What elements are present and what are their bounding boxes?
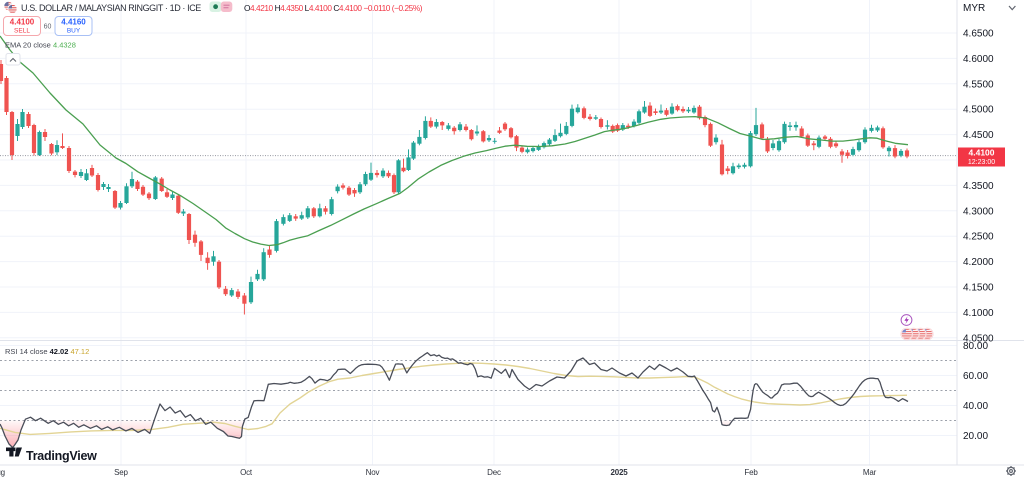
svg-text:4.1500: 4.1500 (963, 283, 994, 294)
svg-text:Nov: Nov (366, 468, 380, 477)
svg-text:4.4500: 4.4500 (963, 130, 994, 141)
svg-text:4.6500: 4.6500 (963, 29, 994, 40)
svg-text:2025: 2025 (611, 468, 629, 477)
svg-text:Mar: Mar (863, 468, 877, 477)
svg-text:4.2500: 4.2500 (963, 232, 994, 243)
svg-text:4.4100: 4.4100 (10, 18, 35, 27)
svg-text:4.5500: 4.5500 (963, 79, 994, 90)
svg-text:4.5000: 4.5000 (963, 105, 994, 116)
svg-text:Feb: Feb (744, 468, 758, 477)
svg-text:EMA 20 close 4.4328: EMA 20 close 4.4328 (5, 41, 76, 50)
svg-text:60.00: 60.00 (963, 371, 988, 382)
svg-text:4.6000: 4.6000 (963, 54, 994, 65)
svg-text:4.3000: 4.3000 (963, 206, 994, 217)
svg-text:4.0500: 4.0500 (963, 333, 994, 344)
svg-text:12:23:00: 12:23:00 (968, 159, 995, 166)
svg-text:Aug: Aug (0, 468, 5, 477)
svg-text:Dec: Dec (487, 468, 501, 477)
svg-text:4.2000: 4.2000 (963, 257, 994, 268)
svg-text:RSI 14 close 42.02 47.12: RSI 14 close 42.02 47.12 (5, 347, 89, 356)
svg-text:U.S. DOLLAR / MALAYSIAN RINGGI: U.S. DOLLAR / MALAYSIAN RINGGIT · 1D · I… (21, 3, 201, 13)
svg-text:Sep: Sep (114, 468, 128, 477)
svg-text:4.1000: 4.1000 (963, 308, 994, 319)
svg-text:BUY: BUY (67, 28, 81, 35)
svg-text:Oct: Oct (240, 468, 253, 477)
svg-text:20.00: 20.00 (963, 431, 988, 442)
svg-text:SELL: SELL (14, 28, 30, 35)
svg-text:TradingView: TradingView (26, 449, 97, 463)
svg-text:4.4160: 4.4160 (61, 18, 86, 27)
svg-text:4.3500: 4.3500 (963, 181, 994, 192)
svg-text:MYR: MYR (963, 3, 985, 14)
svg-text:O4.4210 H4.4350 L4.4100 C4.410: O4.4210 H4.4350 L4.4100 C4.4100 −0.0110 … (244, 3, 423, 13)
svg-text:60: 60 (44, 24, 52, 31)
svg-text:40.00: 40.00 (963, 401, 988, 412)
svg-text:4.4100: 4.4100 (969, 147, 995, 157)
svg-text:80.00: 80.00 (963, 341, 988, 352)
